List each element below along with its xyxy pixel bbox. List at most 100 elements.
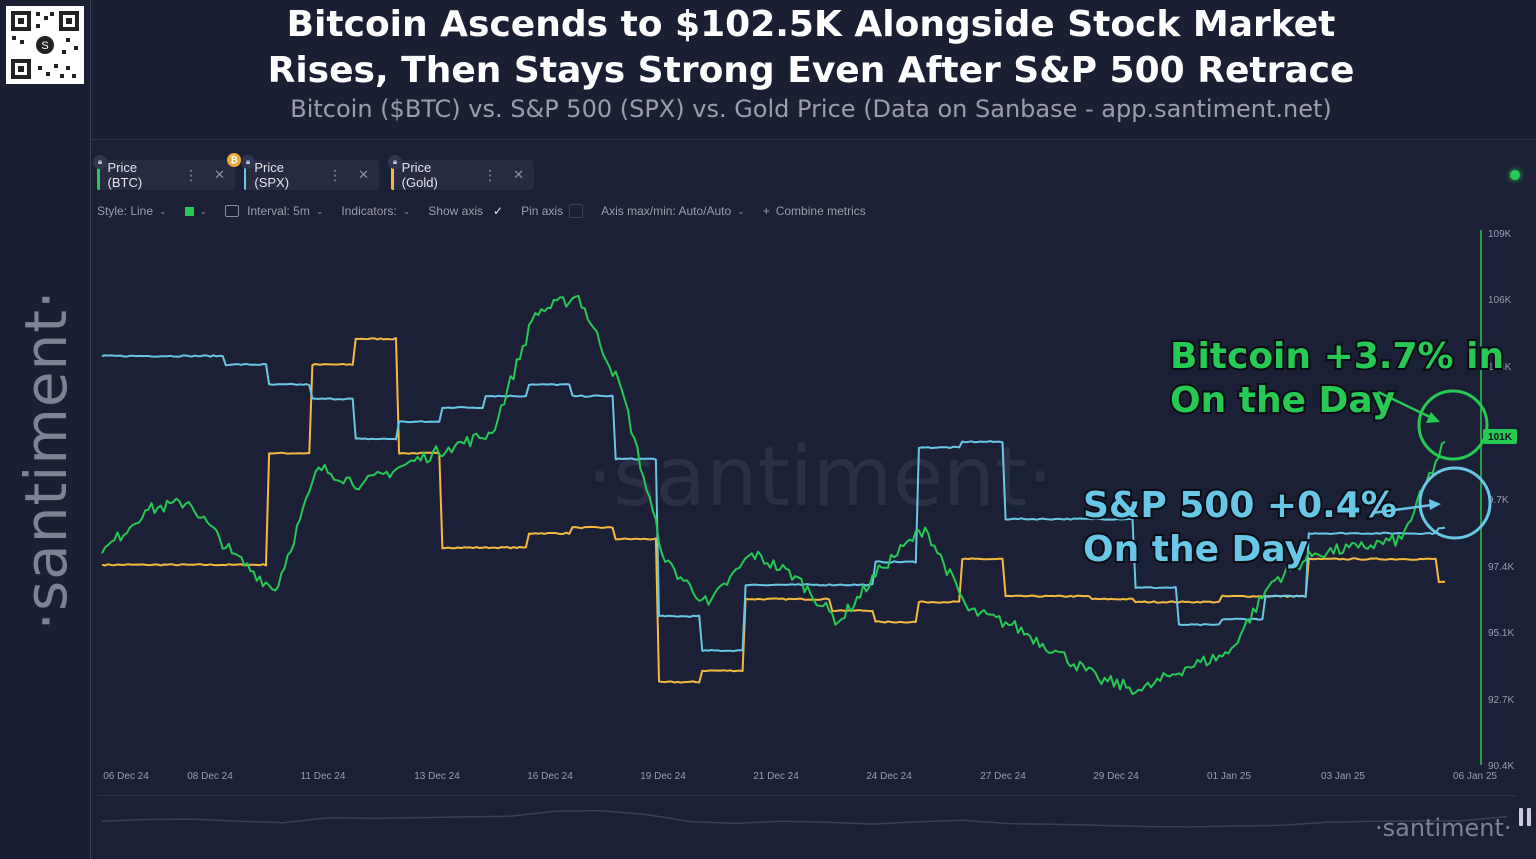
x-tick-label: 03 Jan 25 bbox=[1321, 771, 1365, 782]
lock-icon: 🔒︎ bbox=[388, 155, 402, 169]
y-tick-label: 109K bbox=[1488, 229, 1512, 240]
more-vertical-icon[interactable]: ⋮ bbox=[483, 166, 498, 183]
btc-annotation-line-1: Bitcoin +3.7% in bbox=[1170, 336, 1504, 377]
spx-annotation-line-1: S&P 500 +0.4% bbox=[1083, 485, 1397, 526]
live-status-dot bbox=[1510, 170, 1520, 180]
x-tick-label: 29 Dec 24 bbox=[1093, 771, 1139, 782]
metric-tab-spx[interactable]: Price (SPX) ⋮ ✕ bbox=[244, 160, 379, 190]
chevron-down-icon: ⌄ bbox=[737, 205, 745, 216]
axis-minmax-label: Axis max/min: Auto/Auto bbox=[601, 204, 732, 218]
chart-title: Bitcoin Ascends to $102.5K Alongside Sto… bbox=[91, 2, 1531, 94]
btc-annotation-line-2: On the Day bbox=[1170, 380, 1395, 421]
chart-subtitle: Bitcoin ($BTC) vs. S&P 500 (SPX) vs. Gol… bbox=[290, 95, 1332, 123]
svg-text:S: S bbox=[41, 40, 48, 52]
more-vertical-icon[interactable]: ⋮ bbox=[184, 166, 199, 183]
combine-metrics-button[interactable]: + Combine metrics bbox=[763, 204, 866, 218]
pin-axis-toggle[interactable]: Pin axis bbox=[521, 204, 584, 218]
navigator-sparkline bbox=[101, 809, 1508, 828]
x-tick-label: 21 Dec 24 bbox=[753, 771, 799, 782]
santiment-watermark: ·santiment· bbox=[587, 430, 1053, 525]
x-tick-label: 16 Dec 24 bbox=[527, 771, 573, 782]
combine-label: Combine metrics bbox=[775, 204, 866, 218]
navigator-handle[interactable] bbox=[1519, 808, 1531, 826]
y-tick-label: 9.7K bbox=[1488, 495, 1509, 506]
show-axis-label: Show axis bbox=[428, 204, 483, 218]
metric-tab-btc[interactable]: Price (BTC) ⋮ ✕ bbox=[97, 160, 235, 190]
y-tick-label: 95.1K bbox=[1488, 628, 1514, 639]
spx-color-bar bbox=[244, 160, 247, 190]
chevron-down-icon: ⌄ bbox=[402, 205, 411, 216]
x-tick-label: 27 Dec 24 bbox=[980, 771, 1026, 782]
x-tick-label: 08 Dec 24 bbox=[187, 771, 233, 782]
y-tick-label: 97.4K bbox=[1488, 562, 1514, 573]
title-line-1: Bitcoin Ascends to $102.5K Alongside Sto… bbox=[286, 4, 1336, 45]
x-tick-label: 19 Dec 24 bbox=[640, 771, 686, 782]
metric-tab-label: Price (Gold) bbox=[401, 160, 438, 190]
close-icon[interactable]: ✕ bbox=[214, 167, 225, 182]
btc-highlight-circle bbox=[1417, 389, 1489, 461]
chevron-down-icon: ⌄ bbox=[199, 205, 208, 216]
btc-arrow-head bbox=[1426, 412, 1440, 423]
chevron-down-icon: ⌄ bbox=[315, 205, 324, 216]
current-value-label: 101K bbox=[1488, 432, 1513, 443]
series-layer bbox=[101, 294, 1446, 696]
left-brand-rail: S ·santiment· bbox=[0, 0, 91, 859]
axis-minmax-select[interactable]: Axis max/min: Auto/Auto ⌄ bbox=[601, 204, 745, 218]
qr-code: S bbox=[6, 6, 84, 84]
color-select[interactable]: ⌄ bbox=[184, 205, 208, 217]
show-axis-toggle[interactable]: Show axis ✓ bbox=[428, 204, 503, 218]
y-tick-label: 104K bbox=[1488, 362, 1512, 373]
chart-panel bbox=[91, 141, 1536, 859]
style-select[interactable]: Style: Line ⌄ bbox=[97, 204, 167, 218]
x-tick-label: 06 Jan 25 bbox=[1453, 771, 1497, 782]
metric-tab-gold[interactable]: Price (Gold) ⋮ ✕ bbox=[391, 160, 534, 190]
x-tick-label: 24 Dec 24 bbox=[866, 771, 912, 782]
current-value-badge bbox=[1483, 429, 1517, 444]
color-swatch bbox=[184, 206, 194, 216]
indicators-label: Indicators: bbox=[341, 204, 397, 218]
style-label: Style: Line bbox=[97, 204, 154, 218]
y-tick-label: 92.7K bbox=[1488, 695, 1514, 706]
interval-select[interactable]: Interval: 5m ⌄ bbox=[225, 204, 323, 218]
series-line-spx bbox=[101, 354, 1446, 653]
header bbox=[91, 0, 1536, 140]
spx-highlight-circle bbox=[1418, 466, 1492, 540]
close-icon[interactable]: ✕ bbox=[513, 167, 524, 182]
spx-arrow-head bbox=[1429, 499, 1441, 510]
checkbox bbox=[569, 204, 584, 218]
metric-tab-label: Price (BTC) bbox=[107, 160, 143, 190]
x-tick-label: 01 Jan 25 bbox=[1207, 771, 1251, 782]
indicators-select[interactable]: Indicators: ⌄ bbox=[341, 204, 410, 218]
chevron-down-icon: ⌄ bbox=[159, 205, 167, 216]
interval-label: Interval: 5m bbox=[247, 204, 310, 218]
pin-axis-label: Pin axis bbox=[521, 204, 564, 218]
calendar-icon bbox=[225, 205, 240, 217]
chart-toolbar: Style: Line ⌄ ⌄ Interval: 5m ⌄ Indicators:… bbox=[97, 202, 884, 220]
btc-color-bar bbox=[97, 160, 100, 190]
y-tick-label: 106K bbox=[1488, 295, 1512, 306]
metric-tab-label: Price (SPX) bbox=[254, 160, 290, 190]
bitcoin-badge-icon: ₿ bbox=[227, 153, 241, 167]
series-line-gold bbox=[101, 337, 1446, 684]
plus-icon: + bbox=[762, 204, 770, 218]
y-tick-label: 90.4K bbox=[1488, 761, 1514, 772]
axis-layer: 109K 106K 104K 9.7K 97.4K 95.1K 92.7K 90.4K 101K… bbox=[103, 229, 1517, 782]
series-line-btc bbox=[101, 294, 1446, 696]
range-navigator[interactable] bbox=[97, 795, 1517, 837]
x-tick-label: 06 Dec 24 bbox=[103, 771, 149, 782]
close-icon[interactable]: ✕ bbox=[358, 167, 369, 182]
gold-color-bar bbox=[391, 160, 394, 190]
lock-icon: 🔒︎ bbox=[93, 155, 107, 169]
spx-annotation-line-2: On the Day bbox=[1083, 529, 1308, 570]
x-tick-label: 11 Dec 24 bbox=[301, 771, 346, 782]
checkmark-icon: ✓ bbox=[493, 204, 504, 218]
title-line-2: Rises, Then Stays Strong Even After S&P … bbox=[267, 50, 1355, 91]
x-tick-label: 13 Dec 24 bbox=[414, 771, 460, 782]
santiment-nav-logo: ·santiment· bbox=[1375, 814, 1512, 842]
lock-icon: 🔒︎ bbox=[241, 155, 255, 169]
more-vertical-icon[interactable]: ⋮ bbox=[328, 166, 343, 183]
btc-arrow-line bbox=[1377, 390, 1433, 420]
spx-arrow-line bbox=[1371, 503, 1433, 515]
